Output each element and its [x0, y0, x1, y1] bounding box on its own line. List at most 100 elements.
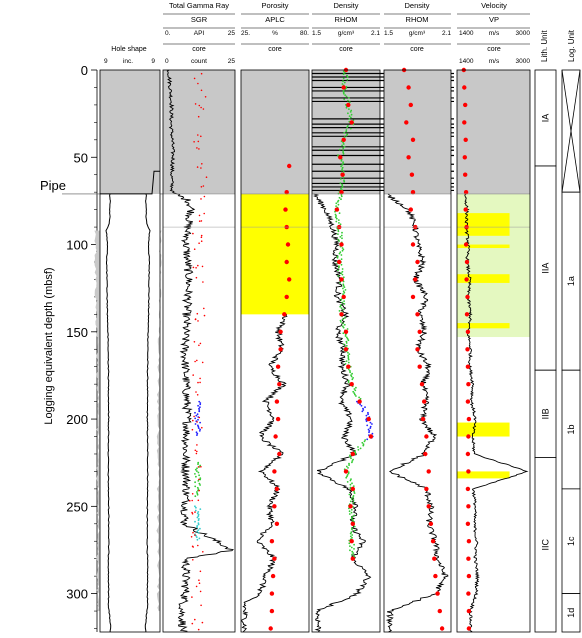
measurement-point	[335, 217, 338, 220]
core-point	[275, 416, 281, 422]
core-point	[349, 120, 354, 125]
measurement-point	[342, 143, 345, 145]
measurement-point	[198, 537, 201, 540]
measurement-point	[197, 489, 199, 492]
core-point	[435, 591, 440, 596]
measurement-point	[341, 144, 343, 147]
core-point	[349, 539, 354, 544]
measurement-point	[348, 513, 351, 515]
core-point	[194, 318, 197, 321]
core-point	[198, 242, 200, 244]
measurement-point	[199, 477, 202, 479]
track-gamma-ray: Total Gamma Ray SGR 0. API 25 core 0 cou…	[162, 1, 236, 633]
core-point	[196, 444, 198, 446]
velocity-core-scale-min: 1400	[459, 58, 474, 65]
core-point	[191, 622, 194, 625]
measurement-point	[337, 203, 340, 206]
core-point	[430, 539, 436, 544]
measurement-point	[194, 509, 197, 512]
core-point	[408, 102, 413, 108]
measurement-point	[353, 392, 356, 395]
core-point	[197, 466, 200, 468]
measurement-point	[348, 462, 350, 465]
log-unit-label: 1a	[566, 276, 576, 286]
measurement-point	[351, 528, 353, 531]
hole-profile-right	[144, 193, 151, 633]
velocity-yellow-band	[457, 323, 510, 329]
measurement-point	[341, 273, 344, 276]
core-point	[193, 248, 196, 250]
measurement-point	[342, 171, 345, 173]
core-point	[193, 77, 196, 80]
measurement-point	[348, 493, 351, 496]
measurement-point	[344, 333, 347, 336]
measurement-point	[362, 409, 365, 411]
measurement-point	[349, 479, 352, 482]
core-point	[195, 585, 198, 588]
density1-core-label: core	[339, 46, 353, 53]
measurement-point	[338, 265, 340, 268]
measurement-point	[343, 81, 346, 84]
depth-tick-label: 0	[81, 63, 88, 78]
measurement-point	[369, 421, 372, 424]
measurement-point	[367, 413, 369, 416]
core-point	[466, 539, 472, 544]
core-point	[197, 115, 200, 118]
measurement-point	[198, 474, 201, 477]
measurement-point	[341, 185, 344, 187]
measurement-point	[342, 318, 344, 321]
density1-curve: RHOM	[335, 15, 358, 24]
measurement-point	[368, 430, 371, 432]
measurement-point	[352, 499, 355, 501]
density2-plot	[383, 13, 452, 633]
measurement-point	[348, 101, 351, 103]
core-point	[464, 259, 470, 265]
measurement-point	[195, 431, 198, 434]
core-point	[192, 559, 194, 561]
measurement-point	[355, 386, 357, 389]
core-point	[193, 341, 196, 343]
measurement-point	[196, 434, 198, 436]
core-point	[197, 499, 200, 502]
core-point	[203, 314, 206, 317]
measurement-point	[198, 482, 201, 485]
core-point	[465, 451, 471, 457]
core-point	[197, 264, 199, 267]
measurement-point	[334, 216, 337, 219]
measurement-point	[346, 474, 349, 476]
density2-scale-min: 1.5	[384, 30, 393, 37]
measurement-point	[358, 396, 360, 399]
measurement-point	[197, 519, 200, 522]
measurement-point	[194, 423, 197, 425]
measurement-point	[337, 238, 340, 241]
measurement-point	[345, 130, 348, 133]
core-point	[368, 434, 374, 439]
core-point	[410, 190, 416, 195]
measurement-point	[343, 180, 346, 183]
track-frame	[162, 69, 236, 633]
velocity-yellow-band	[457, 471, 510, 479]
measurement-point	[342, 290, 345, 293]
measurement-point	[343, 136, 346, 138]
core-point	[193, 141, 195, 143]
measurement-point	[194, 520, 196, 523]
measurement-point	[354, 393, 356, 396]
measurement-point	[354, 450, 356, 453]
measurement-point	[345, 129, 348, 131]
core-point	[192, 374, 194, 376]
core-point	[466, 416, 472, 422]
measurement-point	[353, 514, 355, 517]
track-gray-zone	[384, 70, 451, 194]
core-point	[200, 72, 203, 75]
measurement-point	[351, 460, 354, 462]
measurement-point	[366, 438, 369, 441]
measurement-point	[194, 485, 197, 488]
core-point	[195, 267, 197, 269]
core-point	[465, 364, 471, 369]
core-point	[272, 469, 277, 474]
core-point	[196, 421, 198, 423]
measurement-point	[198, 410, 201, 413]
gamma-scale-min: 0.	[165, 30, 171, 37]
measurement-point	[347, 356, 350, 358]
